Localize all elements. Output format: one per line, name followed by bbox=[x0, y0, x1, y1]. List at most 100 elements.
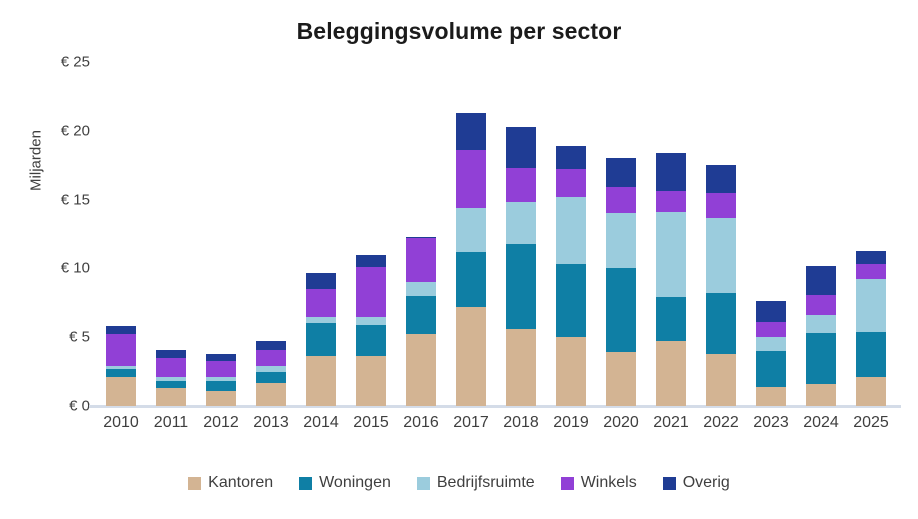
stacked-bar[interactable] bbox=[856, 250, 886, 406]
bar-segment-bedrijfsruimte[interactable] bbox=[356, 316, 386, 325]
bar-segment-woningen[interactable] bbox=[456, 251, 486, 307]
bar-segment-overig[interactable] bbox=[456, 112, 486, 151]
bar-segment-overig[interactable] bbox=[856, 250, 886, 265]
bar-segment-overig[interactable] bbox=[756, 301, 786, 323]
bar-segment-woningen[interactable] bbox=[706, 293, 736, 354]
bar-segment-overig[interactable] bbox=[806, 265, 836, 295]
legend-item-kantoren[interactable]: Kantoren bbox=[188, 474, 273, 492]
legend-item-woningen[interactable]: Woningen bbox=[299, 474, 391, 492]
bar-segment-kantoren[interactable] bbox=[356, 356, 386, 406]
bar-segment-bedrijfsruimte[interactable] bbox=[506, 202, 536, 244]
stacked-bar[interactable] bbox=[306, 272, 336, 406]
bar-segment-kantoren[interactable] bbox=[756, 386, 786, 406]
bar-segment-bedrijfsruimte[interactable] bbox=[806, 315, 836, 334]
stacked-bar[interactable] bbox=[506, 126, 536, 406]
bar-segment-kantoren[interactable] bbox=[856, 377, 886, 406]
bar-segment-bedrijfsruimte[interactable] bbox=[156, 377, 186, 382]
bar-segment-woningen[interactable] bbox=[406, 295, 436, 335]
bar-segment-overig[interactable] bbox=[506, 126, 536, 168]
bar-segment-overig[interactable] bbox=[256, 341, 286, 350]
stacked-bar[interactable] bbox=[756, 301, 786, 406]
bar-segment-winkels[interactable] bbox=[306, 289, 336, 317]
bar-segment-winkels[interactable] bbox=[756, 322, 786, 338]
stacked-bar[interactable] bbox=[456, 112, 486, 406]
bar-segment-winkels[interactable] bbox=[406, 238, 436, 283]
bar-segment-woningen[interactable] bbox=[656, 297, 686, 342]
bar-segment-overig[interactable] bbox=[706, 165, 736, 193]
bar-segment-kantoren[interactable] bbox=[556, 337, 586, 406]
bar-segment-kantoren[interactable] bbox=[156, 388, 186, 406]
bar-segment-kantoren[interactable] bbox=[206, 390, 236, 406]
bar-segment-winkels[interactable] bbox=[206, 360, 236, 378]
bar-segment-woningen[interactable] bbox=[306, 323, 336, 357]
bar-segment-overig[interactable] bbox=[206, 353, 236, 361]
bar-segment-bedrijfsruimte[interactable] bbox=[406, 282, 436, 296]
bar-segment-bedrijfsruimte[interactable] bbox=[606, 213, 636, 269]
stacked-bar[interactable] bbox=[806, 265, 836, 406]
stacked-bar[interactable] bbox=[606, 158, 636, 406]
bar-segment-winkels[interactable] bbox=[556, 169, 586, 197]
bar-segment-winkels[interactable] bbox=[856, 264, 886, 280]
bar-segment-woningen[interactable] bbox=[106, 368, 136, 378]
bar-segment-kantoren[interactable] bbox=[606, 352, 636, 406]
bar-segment-woningen[interactable] bbox=[506, 243, 536, 329]
bar-segment-woningen[interactable] bbox=[156, 381, 186, 389]
bar-segment-winkels[interactable] bbox=[806, 294, 836, 316]
bar-segment-overig[interactable] bbox=[306, 272, 336, 290]
bar-segment-woningen[interactable] bbox=[606, 268, 636, 353]
bar-segment-kantoren[interactable] bbox=[406, 334, 436, 406]
bar-segment-bedrijfsruimte[interactable] bbox=[556, 196, 586, 265]
bar-segment-kantoren[interactable] bbox=[806, 383, 836, 406]
stacked-bar[interactable] bbox=[156, 349, 186, 406]
bar-segment-winkels[interactable] bbox=[706, 192, 736, 218]
bar-segment-winkels[interactable] bbox=[256, 349, 286, 367]
bar-segment-kantoren[interactable] bbox=[456, 306, 486, 406]
bar-segment-kantoren[interactable] bbox=[506, 328, 536, 406]
bar-segment-bedrijfsruimte[interactable] bbox=[706, 217, 736, 294]
bar-segment-overig[interactable] bbox=[556, 145, 586, 170]
bar-segment-bedrijfsruimte[interactable] bbox=[856, 279, 886, 332]
stacked-bar[interactable] bbox=[356, 254, 386, 406]
bar-segment-woningen[interactable] bbox=[806, 333, 836, 384]
bar-segment-overig[interactable] bbox=[406, 236, 436, 239]
bar-segment-kantoren[interactable] bbox=[106, 377, 136, 406]
bar-segment-woningen[interactable] bbox=[756, 350, 786, 387]
legend-item-overig[interactable]: Overig bbox=[662, 474, 730, 492]
bar-segment-kantoren[interactable] bbox=[256, 382, 286, 406]
bar-segment-bedrijfsruimte[interactable] bbox=[656, 212, 686, 298]
stacked-bar[interactable] bbox=[206, 353, 236, 406]
bar-segment-winkels[interactable] bbox=[456, 150, 486, 208]
bar-segment-winkels[interactable] bbox=[106, 334, 136, 367]
stacked-bar[interactable] bbox=[556, 145, 586, 406]
bar-segment-woningen[interactable] bbox=[856, 331, 886, 378]
bar-segment-winkels[interactable] bbox=[156, 357, 186, 378]
bar-segment-woningen[interactable] bbox=[256, 371, 286, 383]
stacked-bar[interactable] bbox=[656, 152, 686, 406]
stacked-bar[interactable] bbox=[106, 326, 136, 406]
stacked-bar[interactable] bbox=[406, 236, 436, 406]
bar-segment-bedrijfsruimte[interactable] bbox=[106, 366, 136, 369]
bar-segment-overig[interactable] bbox=[606, 158, 636, 188]
bar-segment-bedrijfsruimte[interactable] bbox=[256, 366, 286, 372]
bar-segment-bedrijfsruimte[interactable] bbox=[306, 316, 336, 324]
bar-segment-overig[interactable] bbox=[156, 349, 186, 358]
bar-segment-winkels[interactable] bbox=[656, 191, 686, 212]
bar-segment-kantoren[interactable] bbox=[306, 356, 336, 406]
bar-segment-bedrijfsruimte[interactable] bbox=[456, 207, 486, 252]
bar-segment-winkels[interactable] bbox=[606, 187, 636, 214]
bar-segment-bedrijfsruimte[interactable] bbox=[206, 377, 236, 382]
bar-segment-winkels[interactable] bbox=[506, 168, 536, 203]
bar-segment-bedrijfsruimte[interactable] bbox=[756, 337, 786, 351]
bar-segment-woningen[interactable] bbox=[206, 381, 236, 391]
bar-segment-overig[interactable] bbox=[356, 254, 386, 268]
bar-segment-kantoren[interactable] bbox=[656, 341, 686, 406]
stacked-bar[interactable] bbox=[706, 165, 736, 406]
bar-segment-overig[interactable] bbox=[106, 326, 136, 335]
bar-segment-kantoren[interactable] bbox=[706, 353, 736, 406]
bar-segment-woningen[interactable] bbox=[556, 264, 586, 338]
legend-item-winkels[interactable]: Winkels bbox=[560, 474, 637, 492]
bar-segment-woningen[interactable] bbox=[356, 324, 386, 357]
bar-segment-overig[interactable] bbox=[656, 152, 686, 192]
legend-item-bedrijfsruimte[interactable]: Bedrijfsruimte bbox=[416, 474, 535, 492]
bar-segment-winkels[interactable] bbox=[356, 267, 386, 317]
